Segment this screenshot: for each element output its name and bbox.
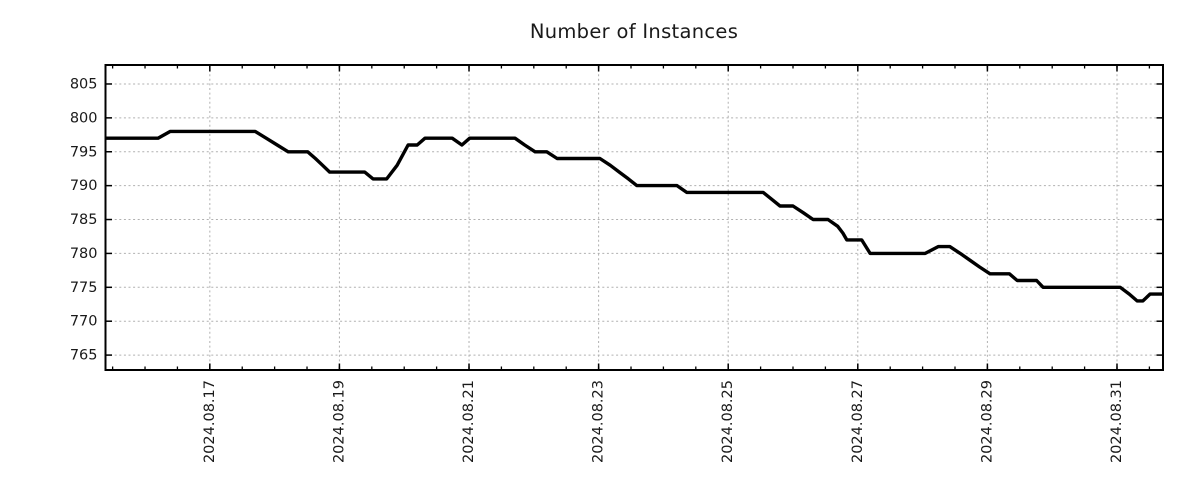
x-tick-label: 2024.08.17 [202,380,218,463]
x-tick-label: 2024.08.31 [1109,380,1125,463]
x-tick-label: 2024.08.27 [850,380,866,463]
y-tick-label: 770 [70,314,98,330]
y-tick-label: 790 [70,178,98,194]
x-tick-label: 2024.08.29 [979,380,995,463]
y-tick-label: 765 [70,348,98,364]
y-tick-label: 805 [70,76,98,92]
y-tick-label: 775 [70,280,98,296]
plot-border [104,64,1164,371]
y-tick-label: 800 [70,110,98,126]
x-tick-label: 2024.08.23 [591,380,607,463]
series-line [105,129,1163,303]
y-tick-label: 795 [70,144,98,160]
x-tick-label: 2024.08.19 [331,380,347,463]
chart-title: Number of Instances [529,20,739,43]
y-tick-label: 785 [70,212,98,228]
y-tick-label: 780 [70,246,98,262]
x-tick-label: 2024.08.21 [461,380,477,463]
x-tick-label: 2024.08.25 [720,380,736,463]
